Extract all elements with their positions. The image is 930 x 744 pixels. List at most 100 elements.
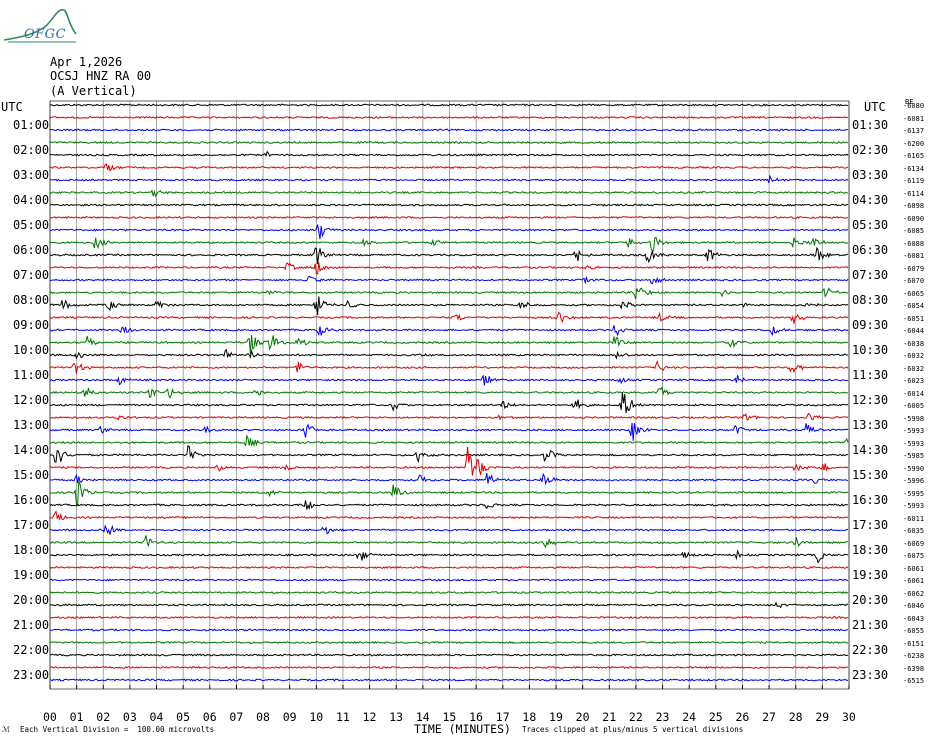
- right-time-label: 18:30: [852, 543, 889, 557]
- left-time-label: 14:00: [13, 443, 50, 457]
- x-tick-label: 08: [256, 710, 270, 724]
- trace-offset-label: -6075: [903, 552, 925, 560]
- right-time-label: 09:30: [852, 318, 889, 332]
- trace-offset-label: -5996: [903, 477, 925, 485]
- x-tick-label: 09: [282, 710, 297, 724]
- x-tick-label: 29: [815, 710, 830, 724]
- trace-offset-label: -6005: [903, 402, 925, 410]
- trace-offset-label: -5985: [903, 452, 925, 460]
- right-time-label: 23:30: [852, 668, 889, 682]
- trace-line-row-34: [49, 524, 849, 535]
- trace-line-row-46: [49, 678, 849, 682]
- right-time-label: 12:30: [852, 393, 889, 407]
- right-time-label: 15:30: [852, 468, 889, 482]
- trace-line-row-41: [49, 615, 849, 620]
- trace-line-row-30: [49, 472, 849, 486]
- x-tick-label: 03: [122, 710, 137, 724]
- trace-offset-label: -6398: [903, 664, 925, 673]
- trace-offset-label: -6044: [903, 327, 925, 335]
- trace-line-row-18: [49, 325, 849, 337]
- left-time-label: 08:00: [13, 293, 50, 307]
- trace-line-row-37: [49, 565, 849, 570]
- trace-offset-label: -5998: [903, 414, 925, 423]
- trace-line-row-32: [49, 500, 848, 511]
- left-time-label: 02:00: [13, 143, 50, 157]
- trace-line-row-5: [49, 163, 849, 172]
- trace-line-row-44: [49, 653, 849, 657]
- x-tick-label: 04: [149, 710, 164, 724]
- trace-offset-label: -6032: [903, 364, 925, 373]
- trace-line-row-19: [49, 334, 849, 355]
- x-tick-label: 21: [602, 710, 617, 724]
- x-tick-label: 26: [735, 710, 750, 724]
- left-time-label: 17:00: [13, 518, 50, 532]
- right-axis-title: UTC: [864, 100, 886, 114]
- left-time-label: 06:00: [13, 243, 50, 257]
- trace-offset-label: -6055: [903, 627, 925, 635]
- right-time-label: 10:30: [852, 343, 889, 357]
- trace-offset-label: -5993: [903, 439, 925, 448]
- right-time-label: 17:30: [852, 518, 889, 532]
- trace-offset-label: -6165: [903, 152, 925, 160]
- trace-line-row-24: [49, 392, 849, 414]
- trace-line-row-20: [49, 348, 849, 360]
- trace-line-row-23: [49, 386, 849, 399]
- trace-line-row-0: [49, 103, 849, 107]
- left-time-label: 21:00: [13, 618, 50, 632]
- trace-offset-label: -6081: [903, 114, 925, 123]
- trace-offset-label: -6080: [903, 102, 925, 110]
- left-time-label: 19:00: [13, 568, 50, 582]
- x-tick-label: 25: [708, 710, 723, 724]
- left-time-label: 13:00: [13, 418, 50, 432]
- x-tick-label: 12: [362, 710, 377, 724]
- right-time-label: 22:30: [852, 643, 889, 657]
- trace-offset-label: -6061: [903, 564, 925, 573]
- trace-line-row-29: [50, 446, 849, 476]
- trace-line-row-12: [49, 246, 849, 265]
- x-tick-label: 15: [442, 710, 457, 724]
- right-time-label: 16:30: [852, 493, 889, 507]
- trace-line-row-2: [49, 128, 849, 132]
- right-time-label: 03:30: [852, 168, 889, 182]
- trace-offset-label: -6065: [903, 289, 925, 298]
- x-tick-label: 20: [575, 710, 590, 724]
- left-time-label: 22:00: [13, 643, 50, 657]
- x-tick-label: 11: [335, 710, 350, 724]
- left-time-label: 01:00: [13, 118, 50, 132]
- left-time-label: 15:00: [13, 468, 50, 482]
- left-time-label: 09:00: [13, 318, 50, 332]
- x-tick-label: 05: [176, 710, 191, 724]
- trace-offset-label: -6043: [903, 614, 925, 623]
- x-tick-label: 07: [229, 710, 244, 724]
- x-tick-label: 02: [96, 710, 111, 724]
- trace-line-row-25: [49, 412, 849, 421]
- trace-offset-label: -6032: [903, 352, 925, 360]
- left-time-label: 07:00: [13, 268, 50, 282]
- x-tick-label: 19: [549, 710, 563, 724]
- x-tick-label: 27: [762, 710, 776, 724]
- trace-offset-label: -6085: [903, 227, 925, 235]
- right-time-label: 06:30: [852, 243, 889, 257]
- x-tick-label: 00: [43, 710, 57, 724]
- trace-offset-label: -6238: [903, 652, 925, 660]
- right-time-label: 14:30: [852, 443, 889, 457]
- trace-line-row-22: [49, 374, 849, 386]
- left-time-label: 16:00: [13, 493, 50, 507]
- right-time-label: 05:30: [852, 218, 889, 232]
- trace-line-row-21: [49, 359, 849, 374]
- x-axis-title: TIME (MINUTES): [414, 722, 511, 736]
- trace-offset-label: -6137: [903, 127, 925, 135]
- trace-line-row-11: [49, 236, 849, 252]
- trace-offset-label: -5993: [903, 427, 925, 435]
- trace-offset-label: -6062: [903, 589, 925, 598]
- logo-text: OFGC: [24, 27, 67, 42]
- component-label: (A Vertical): [50, 84, 137, 98]
- x-tick-label: 10: [309, 710, 324, 724]
- trace-offset-label: -6051: [903, 314, 925, 323]
- right-time-label: 11:30: [852, 368, 889, 382]
- right-corner-label: BE: [905, 98, 914, 106]
- footer-mark: ℳ: [2, 725, 11, 734]
- trace-line-row-14: [49, 275, 849, 285]
- trace-offset-label: -5995: [903, 489, 925, 498]
